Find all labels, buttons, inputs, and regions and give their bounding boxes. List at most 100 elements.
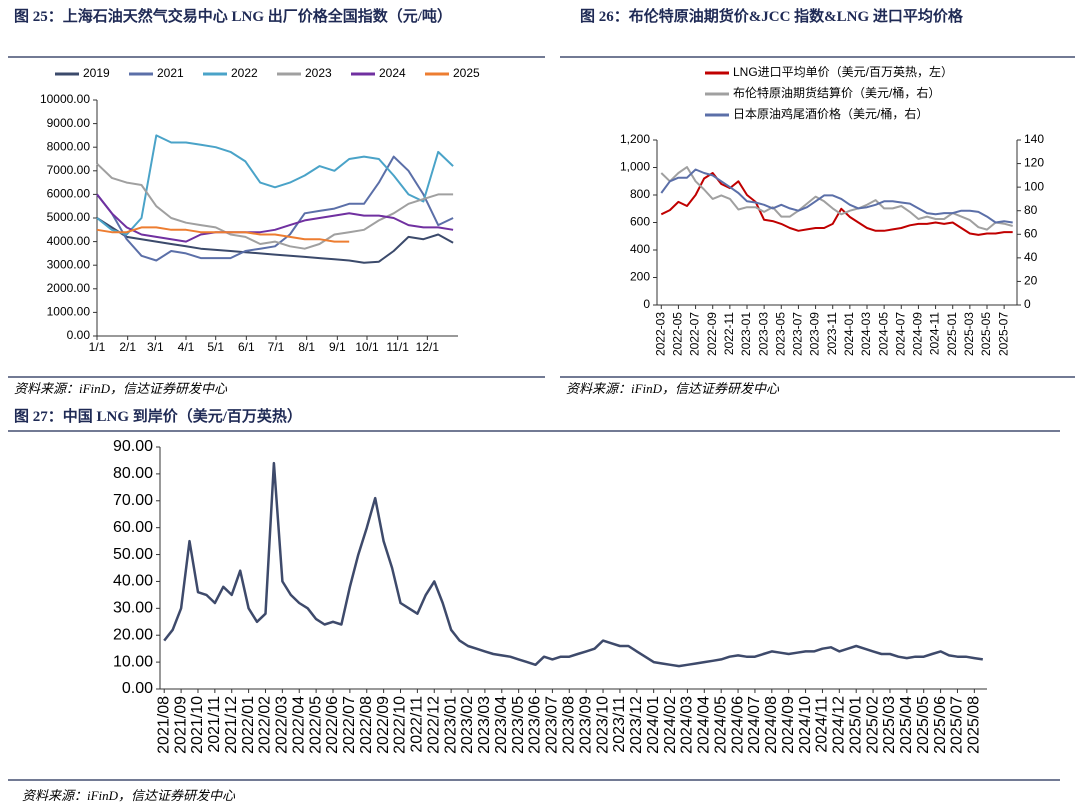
y-tick-label: 600	[630, 215, 650, 229]
y-tick-label: 10000.00	[40, 92, 90, 106]
y-tick-label: 400	[630, 242, 650, 256]
y-tick-label: 0.00	[67, 328, 91, 342]
x-tick-label: 2023/07	[544, 696, 561, 754]
x-tick-label: 2022/05	[307, 696, 324, 754]
x-tick-label: 2025/04	[898, 696, 915, 754]
legend-label: LNG进口平均单价（美元/百万英热，左）	[733, 64, 953, 79]
y2-tick-label: 0	[1024, 297, 1031, 311]
y-tick-label: 1,200	[620, 132, 650, 146]
x-tick-label: 2024/05	[712, 696, 729, 754]
x-tick-label: 2022-05	[671, 312, 685, 356]
x-tick-label: 2023/04	[493, 696, 510, 754]
y-tick-label: 60.00	[113, 519, 153, 536]
x-tick-label: 2024-01	[842, 312, 856, 356]
x-tick-label: 2022/02	[257, 696, 274, 754]
x-tick-label: 2022/06	[324, 696, 341, 754]
x-tick-label: 2021/10	[189, 696, 206, 754]
source-note: 资料来源：iFinD，信达证券研发中心	[14, 381, 228, 396]
x-tick-label: 2022-11	[722, 312, 736, 355]
x-tick-label: 2025/02	[864, 696, 881, 754]
x-tick-label: 2023-07	[791, 312, 805, 356]
x-tick-label: 2024/01	[645, 696, 662, 754]
x-tick-label: 2023/10	[594, 696, 611, 754]
y-tick-label: 5000.00	[47, 210, 91, 224]
x-tick-label: 2022-03	[653, 312, 667, 356]
y-tick-label: 50.00	[113, 546, 153, 563]
legend-label: 布伦特原油期货结算价（美元/桶，右）	[733, 85, 940, 100]
x-tick-label: 2023-03	[756, 312, 770, 356]
y-tick-label: 70.00	[113, 492, 153, 509]
x-tick-label: 2024/03	[679, 696, 696, 754]
x-tick-label: 6/1	[238, 340, 255, 354]
y2-tick-label: 60	[1024, 226, 1038, 240]
x-tick-label: 2022/07	[341, 696, 358, 754]
x-tick-label: 10/1	[355, 340, 379, 354]
x-tick-label: 2022-09	[705, 312, 719, 356]
x-tick-label: 8/1	[298, 340, 315, 354]
y-tick-label: 4000.00	[47, 234, 91, 248]
y-tick-label: 800	[630, 187, 650, 201]
x-tick-label: 2025-03	[962, 312, 976, 356]
y-tick-label: 9000.00	[47, 116, 91, 130]
x-tick-label: 2022/01	[240, 696, 257, 754]
y-tick-label: 1,000	[620, 160, 650, 174]
x-tick-label: 2025/05	[915, 696, 932, 754]
legend-label: 2022	[231, 66, 258, 80]
x-tick-label: 2023/08	[560, 696, 577, 754]
x-tick-label: 2023/11	[611, 696, 628, 753]
x-tick-label: 2025/08	[966, 696, 983, 754]
x-tick-label: 2025/07	[949, 696, 966, 754]
x-tick-label: 2/1	[119, 340, 136, 354]
y2-tick-label: 40	[1024, 250, 1038, 264]
x-tick-label: 2023/09	[577, 696, 594, 754]
x-tick-label: 2024-07	[893, 312, 907, 356]
y-tick-label: 200	[630, 270, 650, 284]
legend-label: 2019	[83, 66, 110, 80]
x-tick-label: 11/1	[386, 340, 409, 354]
series-line	[96, 226, 350, 243]
x-tick-label: 2021/08	[155, 696, 172, 754]
y-tick-label: 8000.00	[47, 139, 91, 153]
x-tick-label: 2022/04	[290, 696, 307, 754]
x-tick-label: 5/1	[207, 340, 224, 354]
x-tick-label: 2024/12	[831, 696, 848, 754]
x-tick-label: 2023-09	[808, 312, 822, 356]
legend-label: 2023	[305, 66, 332, 80]
y2-tick-label: 120	[1024, 156, 1044, 170]
x-tick-label: 2024-09	[911, 312, 925, 356]
x-tick-label: 1/1	[89, 340, 106, 354]
chart-title: 图 26：布伦特原油期货价&JCC 指数&LNG 进口平均价格	[580, 7, 964, 25]
y-tick-label: 20.00	[113, 626, 153, 643]
series-line	[660, 168, 1013, 224]
x-tick-label: 2024-03	[859, 312, 873, 356]
y-tick-label: 10.00	[113, 653, 153, 670]
x-tick-label: 2023/12	[628, 696, 645, 754]
x-tick-label: 2021/11	[206, 696, 223, 753]
x-tick-label: 2024/04	[696, 696, 713, 754]
series-line	[96, 134, 454, 236]
series-line	[660, 172, 1013, 236]
x-tick-label: 2024/06	[729, 696, 746, 754]
x-tick-label: 2022/11	[409, 696, 426, 753]
y-tick-label: 3000.00	[47, 257, 91, 271]
series-line	[96, 155, 454, 262]
source-note: 资料来源：iFinD，信达证券研发中心	[566, 381, 780, 396]
x-tick-label: 2025/01	[847, 696, 864, 754]
y-tick-label: 6000.00	[47, 187, 91, 201]
x-tick-label: 2023/03	[476, 696, 493, 754]
x-tick-label: 2021/09	[172, 696, 189, 754]
legend-label: 日本原油鸡尾酒价格（美元/桶，右）	[733, 106, 928, 121]
x-tick-label: 2024/09	[780, 696, 797, 754]
y-tick-label: 40.00	[113, 573, 153, 590]
x-tick-label: 2023/05	[510, 696, 527, 754]
series-line	[96, 162, 454, 250]
y-tick-label: 7000.00	[47, 163, 91, 177]
x-tick-label: 2023-01	[739, 312, 753, 356]
y-tick-label: 0	[643, 297, 650, 311]
x-tick-label: 2024-05	[876, 312, 890, 356]
series-line	[96, 193, 454, 243]
y2-tick-label: 140	[1024, 132, 1044, 146]
y-tick-label: 0.00	[122, 680, 153, 697]
y-tick-label: 2000.00	[47, 281, 91, 295]
